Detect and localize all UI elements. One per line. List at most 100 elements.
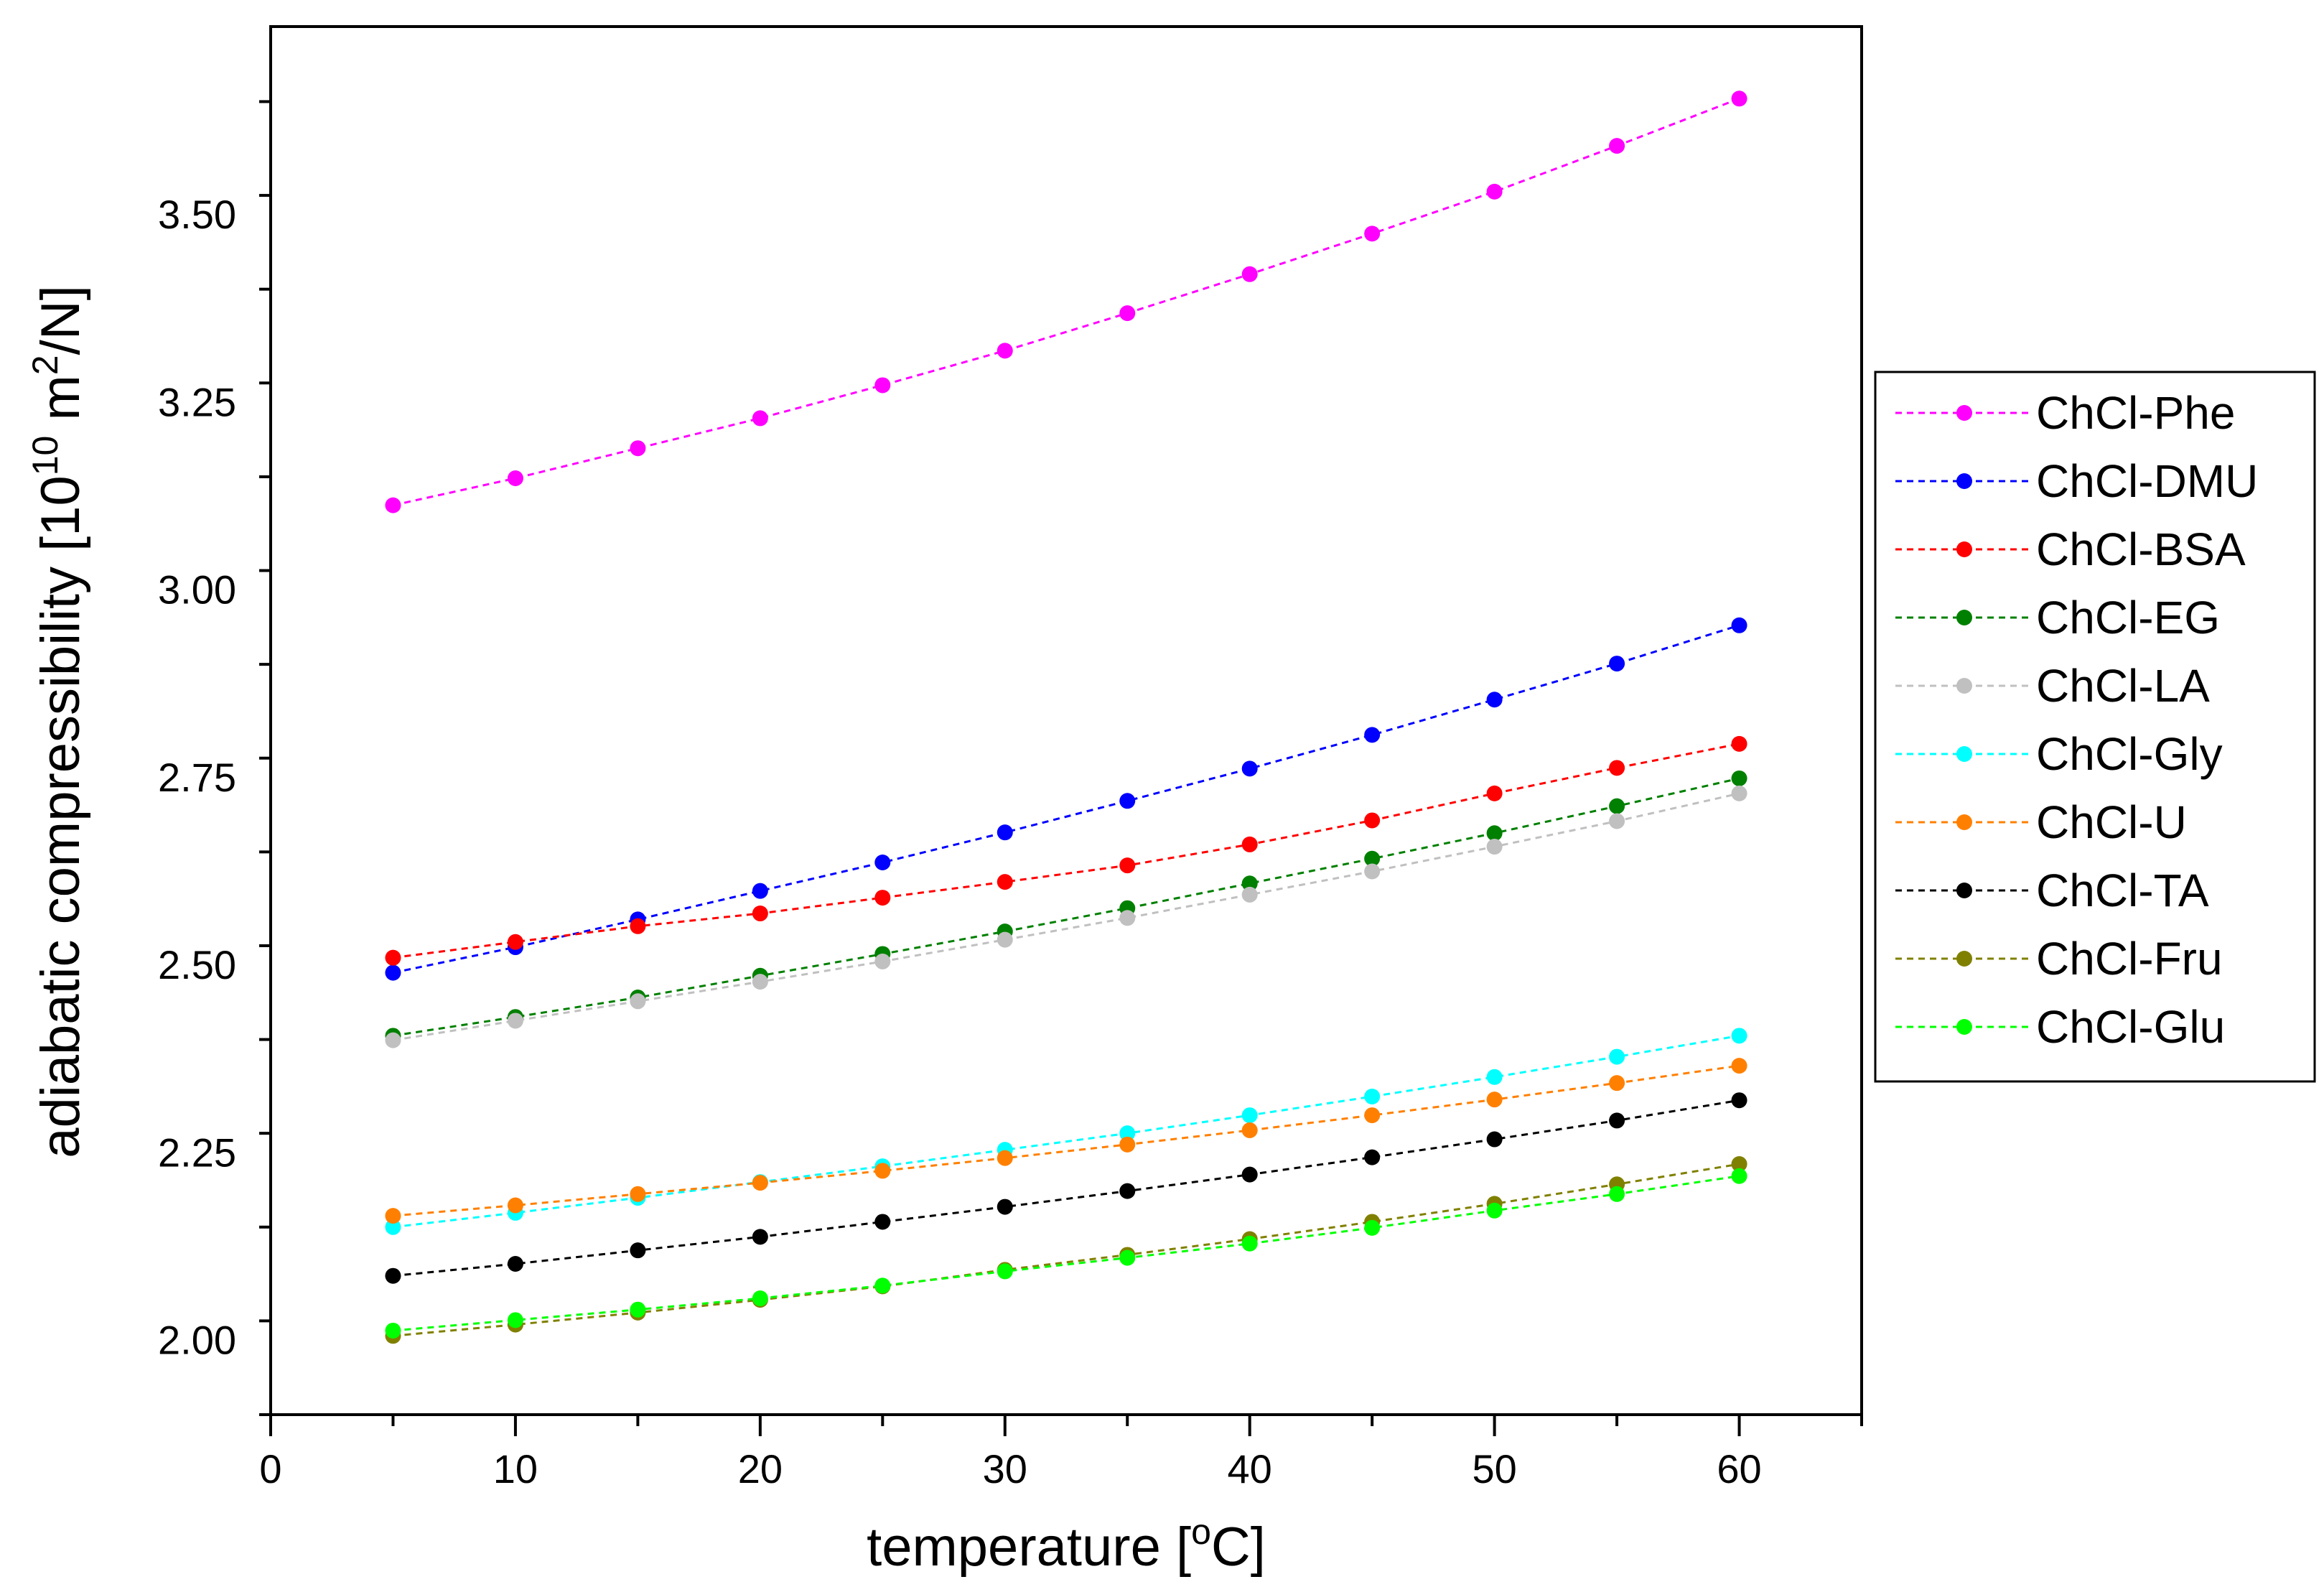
data-point-chcl-glu <box>1119 1249 1136 1266</box>
data-point-chcl-dmu <box>752 883 768 899</box>
data-point-chcl-la <box>752 974 768 990</box>
data-point-chcl-bsa <box>1731 735 1747 752</box>
y-tick-label: 2.50 <box>158 942 236 987</box>
data-point-chcl-gly <box>1731 1028 1747 1044</box>
x-axis-title: temperature [oC] <box>867 1512 1266 1578</box>
y-tick-label: 3.00 <box>158 567 236 613</box>
y-tick-label: 3.25 <box>158 379 236 424</box>
data-point-chcl-dmu <box>1731 617 1747 633</box>
data-point-chcl-glu <box>1609 1186 1625 1202</box>
series-line-chcl-fru <box>393 1163 1740 1337</box>
data-point-chcl-bsa <box>1364 812 1381 829</box>
data-point-chcl-glu <box>752 1290 768 1307</box>
data-point-chcl-bsa <box>752 906 768 922</box>
data-point-chcl-eg <box>1486 825 1503 842</box>
series-line-chcl-dmu <box>393 624 1740 974</box>
data-point-chcl-la <box>385 1032 401 1048</box>
data-point-chcl-bsa <box>385 949 401 966</box>
data-point-chcl-phe <box>1731 90 1747 107</box>
data-point-chcl-u <box>997 1150 1013 1166</box>
series-line-chcl-la <box>393 792 1740 1042</box>
legend-item-chcl-eg: ChCl-EG <box>1895 592 2220 643</box>
legend-label-chcl-ta: ChCl-TA <box>2036 865 2209 916</box>
data-point-chcl-phe <box>752 410 768 427</box>
data-point-chcl-la <box>1609 813 1625 829</box>
data-point-chcl-la <box>997 931 1013 948</box>
data-point-chcl-ta <box>1731 1092 1747 1109</box>
data-point-chcl-bsa <box>1486 785 1503 801</box>
data-point-chcl-u <box>874 1163 891 1179</box>
legend-marker-chcl-u <box>1956 814 1972 830</box>
data-point-chcl-bsa <box>630 918 646 934</box>
data-point-chcl-eg <box>1609 798 1625 814</box>
data-point-chcl-phe <box>1486 183 1503 200</box>
data-point-chcl-u <box>752 1175 768 1191</box>
x-tick-label: 20 <box>738 1446 783 1491</box>
data-point-chcl-u <box>630 1186 646 1202</box>
data-point-chcl-eg <box>1241 875 1258 892</box>
legend-marker-chcl-glu <box>1956 1019 1972 1035</box>
legend-item-chcl-u: ChCl-U <box>1895 796 2187 848</box>
data-point-chcl-la <box>1119 910 1136 926</box>
y-axis-title: adiabatic compressibility [1010 m2/N] <box>25 285 91 1158</box>
data-point-chcl-dmu <box>385 964 401 981</box>
legend-marker-chcl-ta <box>1956 883 1972 898</box>
data-point-chcl-phe <box>507 470 523 487</box>
data-point-chcl-gly <box>1609 1048 1625 1065</box>
series-chcl-glu <box>385 1168 1747 1339</box>
data-point-chcl-glu <box>1731 1168 1747 1184</box>
x-tick-label: 50 <box>1472 1446 1516 1491</box>
data-point-chcl-ta <box>1241 1166 1258 1183</box>
data-point-chcl-u <box>385 1208 401 1224</box>
data-point-chcl-ta <box>1364 1149 1381 1165</box>
legend-item-chcl-fru: ChCl-Fru <box>1895 933 2223 985</box>
legend-label-chcl-glu: ChCl-Glu <box>2036 1001 2225 1053</box>
data-point-chcl-phe <box>1241 266 1258 282</box>
y-tick-label: 2.25 <box>158 1130 236 1175</box>
legend-item-chcl-la: ChCl-LA <box>1895 660 2210 712</box>
data-point-chcl-dmu <box>1241 760 1258 777</box>
data-point-chcl-glu <box>997 1263 1013 1280</box>
legend-box <box>1874 371 2316 1083</box>
legend-label-chcl-fru: ChCl-Fru <box>2036 933 2223 985</box>
legend-marker-chcl-dmu <box>1956 473 1972 489</box>
y-axis-ticks: 2.00 2.25 2.50 2.75 3.00 3.25 3.50 <box>158 100 271 1416</box>
x-tick-label: 40 <box>1228 1446 1272 1491</box>
legend: ChCl-Phe ChCl-DMU ChCl-BSA ChCl-EG ChCl-LA Ch… <box>1874 371 2316 1083</box>
data-point-chcl-ta <box>1609 1112 1625 1129</box>
series-chcl-bsa <box>385 735 1747 966</box>
data-point-chcl-dmu <box>874 854 891 870</box>
legend-item-chcl-glu: ChCl-Glu <box>1895 1001 2225 1053</box>
data-point-chcl-dmu <box>1486 692 1503 708</box>
data-point-chcl-la <box>1241 886 1258 903</box>
data-point-chcl-glu <box>874 1277 891 1294</box>
data-point-chcl-glu <box>1241 1235 1258 1252</box>
data-point-chcl-u <box>507 1197 523 1214</box>
legend-marker-chcl-gly <box>1956 746 1972 762</box>
data-point-chcl-la <box>630 993 646 1010</box>
y-tick-label: 3.50 <box>158 192 236 237</box>
series-line-chcl-u <box>393 1064 1740 1217</box>
data-point-chcl-bsa <box>997 874 1013 890</box>
data-point-chcl-phe <box>1609 138 1625 154</box>
legend-item-chcl-ta: ChCl-TA <box>1895 865 2209 916</box>
legend-label-chcl-phe: ChCl-Phe <box>2036 387 2235 439</box>
series-chcl-phe <box>385 90 1747 513</box>
data-point-chcl-glu <box>1486 1202 1503 1219</box>
data-point-chcl-la <box>1486 839 1503 855</box>
legend-item-chcl-phe: ChCl-Phe <box>1895 387 2235 439</box>
series-line-chcl-ta <box>393 1099 1740 1277</box>
data-point-chcl-glu <box>507 1312 523 1328</box>
legend-label-chcl-dmu: ChCl-DMU <box>2036 455 2258 507</box>
data-point-chcl-u <box>1364 1107 1381 1124</box>
data-point-chcl-ta <box>1486 1131 1503 1148</box>
data-point-chcl-phe <box>874 377 891 394</box>
data-point-chcl-u <box>1731 1058 1747 1074</box>
legend-label-chcl-gly: ChCl-Gly <box>2036 728 2223 780</box>
data-point-chcl-bsa <box>1241 836 1258 852</box>
series-line-chcl-phe <box>393 97 1740 507</box>
series-chcl-u <box>385 1058 1747 1224</box>
data-point-chcl-u <box>1241 1122 1258 1138</box>
legend-item-chcl-dmu: ChCl-DMU <box>1895 455 2258 507</box>
